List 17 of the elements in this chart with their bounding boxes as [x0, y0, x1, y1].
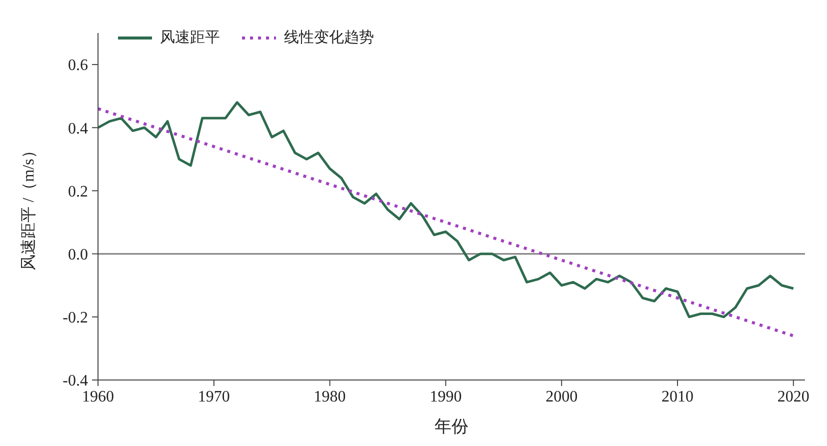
- legend-label: 线性变化趋势: [284, 28, 374, 47]
- x-axis-title: 年份: [434, 417, 468, 436]
- y-tick-label: 0.6: [68, 57, 88, 74]
- x-tick-label: 1970: [198, 388, 230, 406]
- x-tick-label: 1980: [314, 388, 346, 406]
- x-tick-label: 2020: [777, 388, 810, 406]
- y-tick-label: -0.2: [62, 310, 88, 327]
- x-tick-label: 1990: [430, 388, 462, 406]
- x-tick-label: 2010: [662, 388, 694, 406]
- x-tick-label: 2000: [546, 388, 578, 406]
- legend-label: 风速距平: [160, 28, 220, 47]
- y-tick-label: 0.2: [68, 183, 88, 200]
- y-tick-label: 0.0: [68, 246, 88, 264]
- y-axis-title: 风速距平 /（m/s）: [20, 142, 38, 270]
- x-tick-label: 1960: [82, 388, 114, 406]
- y-tick-label: 0.4: [68, 120, 88, 138]
- y-tick-label: -0.4: [62, 372, 88, 390]
